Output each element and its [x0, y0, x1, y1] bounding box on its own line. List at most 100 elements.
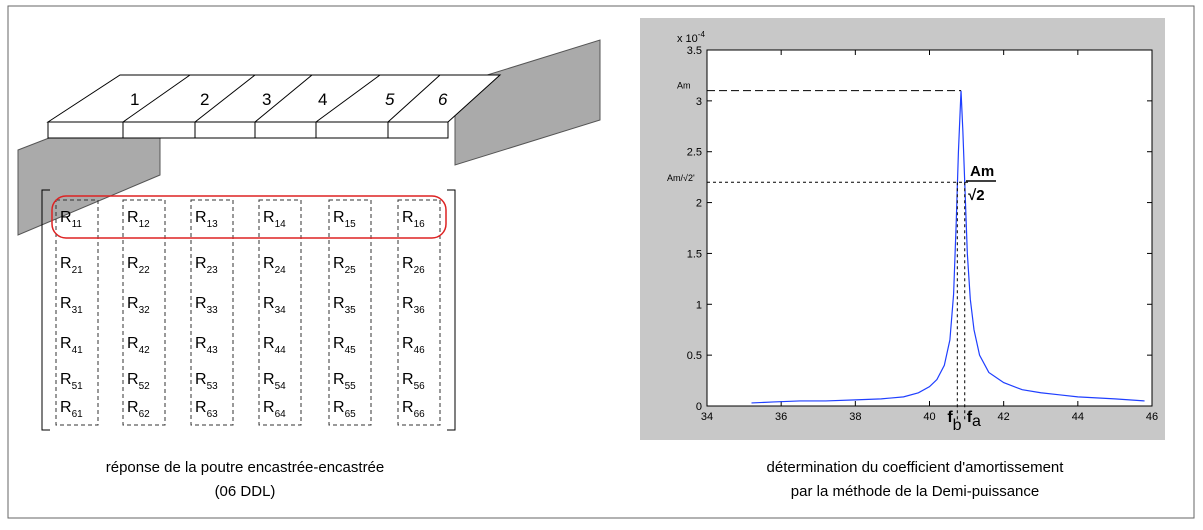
entry-symbol: R — [195, 335, 207, 352]
entry-symbol: R — [195, 371, 207, 388]
entry-index: 16 — [414, 219, 426, 230]
entry-symbol: R — [333, 255, 345, 272]
half-power-label: Am/√2' — [667, 173, 695, 183]
entry-symbol: R — [60, 295, 72, 312]
x-tick-label: 46 — [1146, 411, 1158, 423]
caption-line: réponse de la poutre encastrée-encastrée — [106, 459, 385, 476]
entry-symbol: R — [263, 335, 275, 352]
x-tick-label: 36 — [775, 411, 787, 423]
entry-symbol: R — [402, 371, 414, 388]
entry-symbol: R — [333, 399, 345, 416]
x-tick-label: 40 — [923, 411, 935, 423]
y-tick-label: 2.5 — [687, 147, 702, 159]
segment-label: 1 — [130, 90, 139, 109]
entry-symbol: R — [195, 295, 207, 312]
entry-symbol: R — [60, 255, 72, 272]
entry-symbol: R — [127, 335, 139, 352]
entry-symbol: R — [263, 295, 275, 312]
b-sub: b — [953, 417, 962, 434]
y-tick-label: 0 — [696, 401, 702, 413]
multiplier-base: x 10 — [677, 33, 698, 45]
y-tick-label: 3 — [696, 96, 702, 108]
figure: 123456 R11R12R13R14R15R16R21R22R23R24R25… — [0, 0, 1203, 525]
y-tick-label: 0.5 — [687, 350, 702, 362]
a-sub: a — [972, 413, 981, 430]
segment-label: 6 — [438, 90, 448, 109]
entry-symbol: R — [195, 255, 207, 272]
segment-label: 4 — [318, 90, 327, 109]
y-tick-label: 1.5 — [687, 248, 702, 260]
entry-index: 42 — [139, 345, 151, 356]
entry-symbol: R — [127, 371, 139, 388]
entry-symbol: R — [333, 209, 345, 226]
entry-index: 11 — [72, 219, 83, 230]
entry-index: 62 — [139, 409, 151, 420]
y-tick-label: 3.5 — [687, 45, 702, 57]
entry-index: 65 — [345, 409, 357, 420]
entry-index: 15 — [345, 219, 357, 230]
entry-index: 31 — [72, 305, 84, 316]
entry-index: 34 — [275, 305, 287, 316]
entry-index: 13 — [207, 219, 219, 230]
caption-line: détermination du coefficient d'amortisse… — [767, 459, 1065, 476]
multiplier-exp: -4 — [698, 30, 706, 39]
entry-symbol: R — [195, 399, 207, 416]
entry-index: 55 — [345, 381, 357, 392]
entry-index: 61 — [72, 409, 84, 420]
entry-index: 24 — [275, 265, 287, 276]
entry-symbol: R — [195, 209, 207, 226]
plot-area — [707, 50, 1152, 406]
entry-index: 21 — [72, 265, 84, 276]
entry-index: 66 — [414, 409, 426, 420]
entry-symbol: R — [402, 209, 414, 226]
x-tick-label: 38 — [849, 411, 861, 423]
entry-index: 22 — [139, 265, 151, 276]
entry-index: 51 — [72, 381, 84, 392]
x-tick-label: 42 — [998, 411, 1010, 423]
entry-index: 23 — [207, 265, 219, 276]
entry-index: 56 — [414, 381, 426, 392]
peak-label: Am — [677, 81, 691, 91]
entry-index: 33 — [207, 305, 219, 316]
entry-symbol: R — [402, 255, 414, 272]
entry-index: 12 — [139, 219, 151, 230]
segment-label: 5 — [385, 90, 395, 109]
entry-index: 64 — [275, 409, 287, 420]
entry-symbol: R — [402, 399, 414, 416]
entry-index: 53 — [207, 381, 219, 392]
entry-symbol: R — [263, 255, 275, 272]
segment-label: 3 — [262, 90, 271, 109]
entry-index: 44 — [275, 345, 287, 356]
entry-symbol: R — [60, 399, 72, 416]
fraction-denominator: √2 — [968, 187, 985, 204]
x-tick-label: 44 — [1072, 411, 1084, 423]
entry-symbol: R — [263, 399, 275, 416]
entry-index: 14 — [275, 219, 287, 230]
entry-index: 52 — [139, 381, 151, 392]
entry-index: 35 — [345, 305, 357, 316]
y-tick-label: 1 — [696, 299, 702, 311]
entry-index: 43 — [207, 345, 219, 356]
entry-symbol: R — [127, 255, 139, 272]
entry-symbol: R — [263, 371, 275, 388]
entry-symbol: R — [333, 335, 345, 352]
entry-symbol: R — [127, 209, 139, 226]
entry-symbol: R — [333, 371, 345, 388]
entry-index: 25 — [345, 265, 357, 276]
x-tick-label: 34 — [701, 411, 713, 423]
entry-index: 46 — [414, 345, 426, 356]
entry-symbol: R — [402, 295, 414, 312]
y-tick-label: 2 — [696, 198, 702, 210]
entry-symbol: R — [60, 371, 72, 388]
entry-symbol: R — [402, 335, 414, 352]
caption-line: par la méthode de la Demi-puissance — [791, 483, 1039, 500]
entry-symbol: R — [60, 209, 72, 226]
entry-index: 45 — [345, 345, 357, 356]
entry-symbol: R — [127, 399, 139, 416]
entry-symbol: R — [60, 335, 72, 352]
entry-index: 32 — [139, 305, 151, 316]
entry-index: 26 — [414, 265, 426, 276]
segment-label: 2 — [200, 90, 209, 109]
entry-index: 63 — [207, 409, 219, 420]
caption-line: (06 DDL) — [215, 483, 276, 500]
